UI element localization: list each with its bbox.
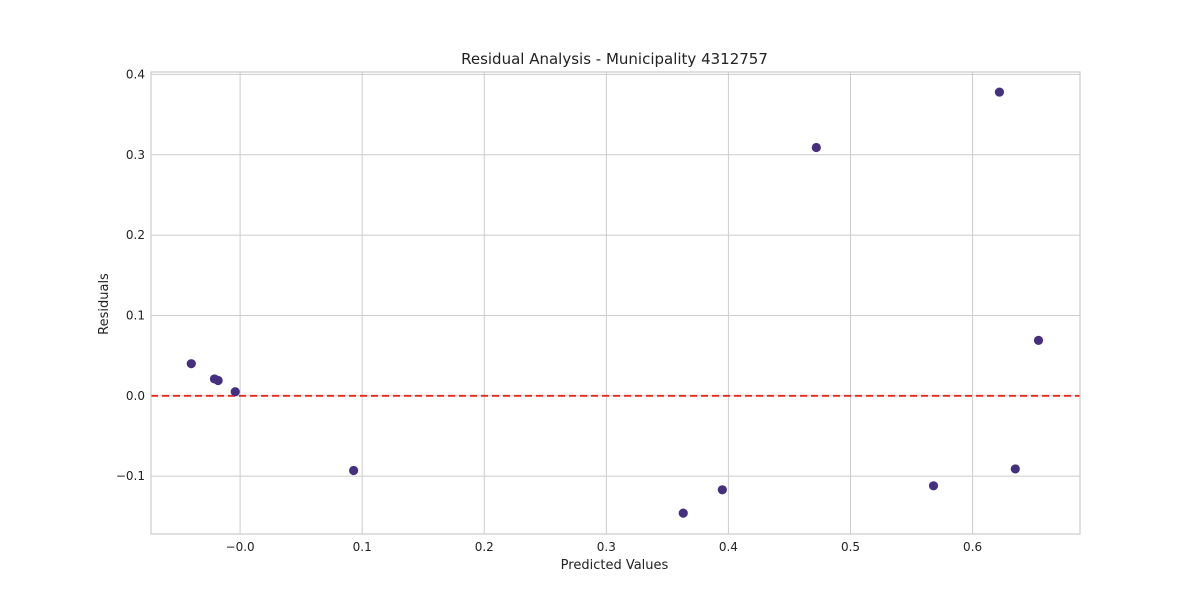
y-tick-label: 0.3 xyxy=(126,148,145,162)
y-tick-label: 0.4 xyxy=(126,67,145,81)
x-tick-label: 0.2 xyxy=(475,540,494,554)
data-point xyxy=(1033,335,1044,345)
y-axis-label: Residuals xyxy=(97,273,112,335)
data-point xyxy=(994,87,1005,97)
data-point xyxy=(678,508,688,518)
data-point xyxy=(811,142,821,153)
y-tick-label: 0.1 xyxy=(126,308,145,322)
data-point xyxy=(230,387,240,397)
data-point xyxy=(1010,464,1020,474)
x-tick-label: 0.3 xyxy=(597,540,616,554)
y-tick-label: 0.0 xyxy=(126,389,145,403)
x-tick-label: −0.0 xyxy=(226,540,255,554)
x-tick-label: 0.1 xyxy=(353,540,372,554)
data-point xyxy=(928,481,939,491)
chart-title: Residual Analysis - Municipality 4312757 xyxy=(461,50,768,68)
x-tick-label: 0.5 xyxy=(841,540,860,554)
plot-frame xyxy=(150,71,1081,535)
y-tick-label: −0.1 xyxy=(116,469,145,483)
y-tick-label: 0.2 xyxy=(126,228,145,242)
x-tick-label: 0.6 xyxy=(963,540,982,554)
data-point xyxy=(349,465,359,476)
data-point xyxy=(717,485,727,495)
x-axis-label: Predicted Values xyxy=(561,558,669,573)
x-tick-label: 0.4 xyxy=(719,540,738,554)
data-point xyxy=(213,375,223,386)
data-point xyxy=(186,359,196,369)
y-tick-labels: −0.1 0.0 0.1 0.2 0.3 0.4 xyxy=(116,67,145,483)
x-tick-labels: −0.0 0.1 0.2 0.3 0.4 0.5 0.6 xyxy=(226,540,983,554)
data-points xyxy=(186,87,1044,518)
